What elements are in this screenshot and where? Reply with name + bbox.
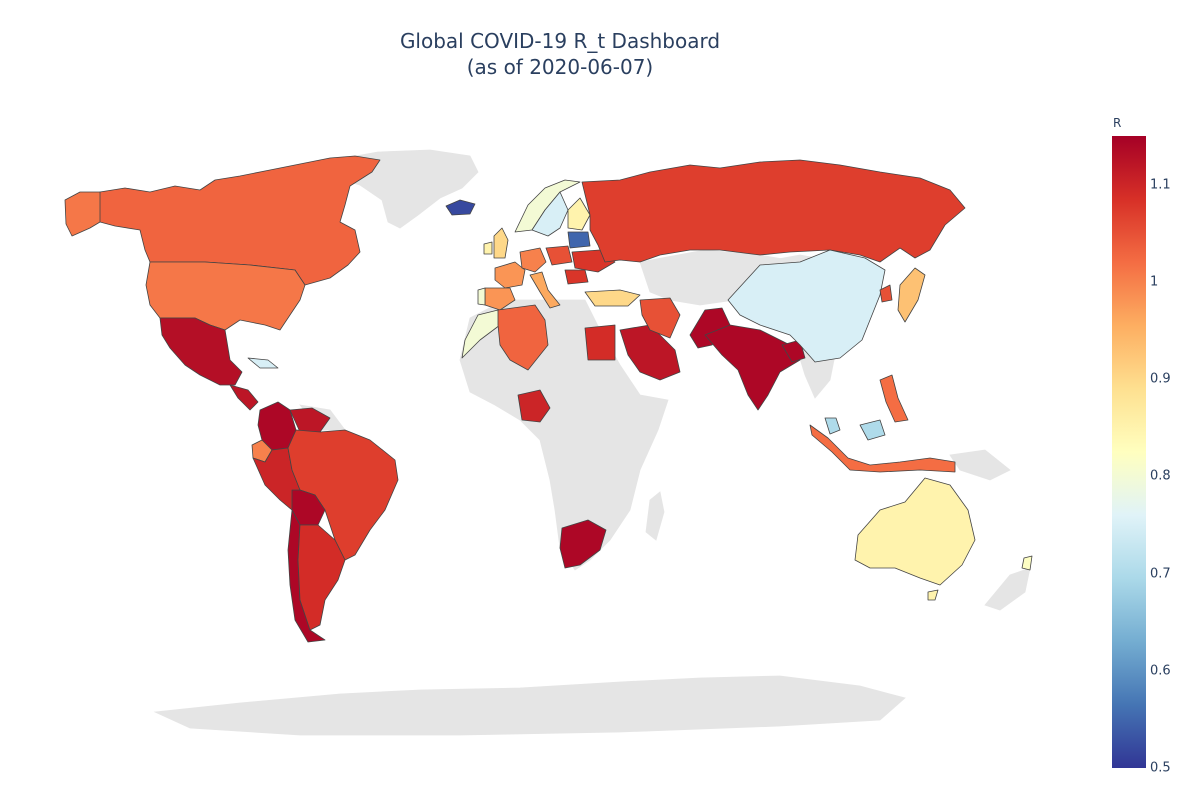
region-russia[interactable]: [581, 159, 966, 263]
region-iceland[interactable]: [445, 199, 476, 216]
choropleth-regions[interactable]: [64, 155, 1033, 643]
region-ireland[interactable]: [483, 241, 493, 255]
region-australia[interactable]: [854, 477, 976, 586]
region-china[interactable]: [727, 249, 886, 363]
colorbar-tick: 0.5: [1150, 760, 1171, 776]
chart-title-line1: Global COVID-19 R_t Dashboard: [399, 29, 721, 53]
land-new-guinea: [949, 449, 1011, 481]
region-nigeria[interactable]: [517, 389, 551, 423]
region-brazil[interactable]: [287, 429, 399, 561]
region-borneo-malaysia[interactable]: [859, 419, 886, 441]
colorbar-tick: 0.9: [1150, 371, 1171, 387]
land-madagascar: [645, 491, 665, 541]
region-japan[interactable]: [897, 267, 926, 323]
region-alaska[interactable]: [64, 191, 101, 237]
region-tasmania[interactable]: [927, 589, 939, 601]
region-poland[interactable]: [545, 245, 573, 266]
region-italy[interactable]: [529, 271, 561, 309]
region-india[interactable]: [704, 324, 801, 411]
world-map[interactable]: [0, 0, 1100, 794]
region-belarus[interactable]: [567, 231, 591, 249]
region-iran[interactable]: [639, 297, 681, 339]
region-cuba[interactable]: [247, 357, 279, 369]
no-data-land: [153, 149, 1031, 736]
chart-title-line2: (as of 2020-06-07): [466, 55, 654, 79]
region-france[interactable]: [494, 261, 526, 289]
region-portugal[interactable]: [477, 287, 486, 306]
land-africa: [459, 299, 669, 571]
region-finland[interactable]: [567, 197, 591, 231]
region-bangladesh[interactable]: [781, 339, 806, 363]
region-philippines[interactable]: [879, 374, 909, 423]
region-mexico[interactable]: [159, 317, 243, 386]
land-antarctica: [153, 675, 906, 736]
region-south-africa[interactable]: [559, 519, 607, 569]
region-united-kingdom[interactable]: [493, 227, 509, 259]
region-korea[interactable]: [879, 284, 893, 303]
colorbar-gradient: [1112, 136, 1146, 768]
region-romania[interactable]: [564, 269, 589, 285]
region-turkey[interactable]: [584, 289, 641, 307]
colorbar-tick: 0.7: [1150, 566, 1171, 582]
region-germany[interactable]: [519, 247, 547, 273]
region-venezuela[interactable]: [289, 407, 331, 433]
region-new-zealand-north[interactable]: [1021, 555, 1033, 571]
colorbar-tick: 0.6: [1150, 663, 1171, 679]
colorbar-title: R: [1113, 116, 1122, 130]
region-united-states[interactable]: [145, 261, 306, 331]
region-central-america[interactable]: [229, 384, 259, 411]
region-egypt[interactable]: [584, 324, 616, 361]
colorbar-tick: 1.1: [1150, 177, 1171, 193]
colorbar-tick: 0.8: [1150, 468, 1171, 484]
region-malaysia[interactable]: [824, 417, 841, 435]
land-new-zealand: [984, 567, 1031, 611]
region-algeria[interactable]: [497, 304, 549, 371]
region-indonesia[interactable]: [809, 424, 956, 473]
colorbar-tick: 1: [1150, 274, 1159, 290]
chart-title: Global COVID-19 R_t Dashboard (as of 202…: [0, 28, 1120, 80]
region-argentina[interactable]: [297, 524, 346, 631]
